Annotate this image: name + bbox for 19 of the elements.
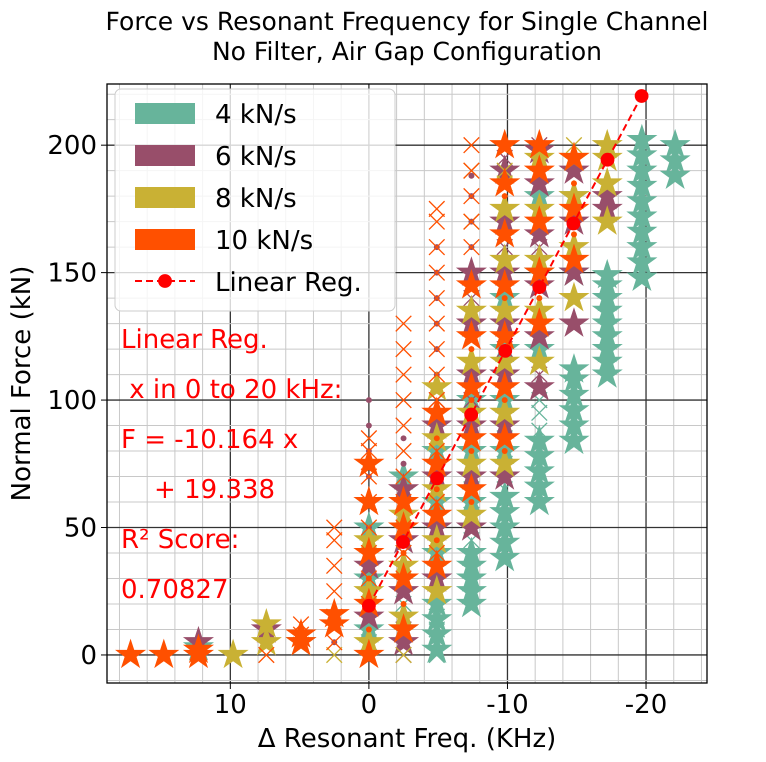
- chart-subtitle: No Filter, Air Gap Configuration: [212, 37, 602, 66]
- y-axis-title: Normal Force (kN): [7, 266, 37, 502]
- x-tick-label: -20: [624, 690, 668, 720]
- legend-label: 4 kN/s: [215, 100, 297, 130]
- x-axis-title: Δ Resonant Freq. (KHz): [258, 724, 556, 754]
- legend-label: Linear Reg.: [215, 268, 362, 298]
- x-tick-label: 0: [360, 690, 378, 720]
- y-tick-label: 150: [47, 258, 97, 289]
- annotation: 0.70827: [121, 575, 229, 605]
- legend-label: 8 kN/s: [215, 184, 297, 214]
- y-tick-label: 0: [80, 640, 97, 671]
- legend-label: 10 kN/s: [215, 226, 314, 256]
- y-tick-label: 200: [47, 131, 97, 162]
- x-tick-label: -10: [486, 690, 529, 720]
- x-tick-label: 10: [214, 690, 247, 720]
- chart-title: Force vs Resonant Frequency for Single Channel: [106, 7, 708, 36]
- y-tick-label: 100: [47, 386, 97, 416]
- legend-label: 6 kN/s: [215, 142, 297, 172]
- y-tick-label: 50: [64, 514, 97, 544]
